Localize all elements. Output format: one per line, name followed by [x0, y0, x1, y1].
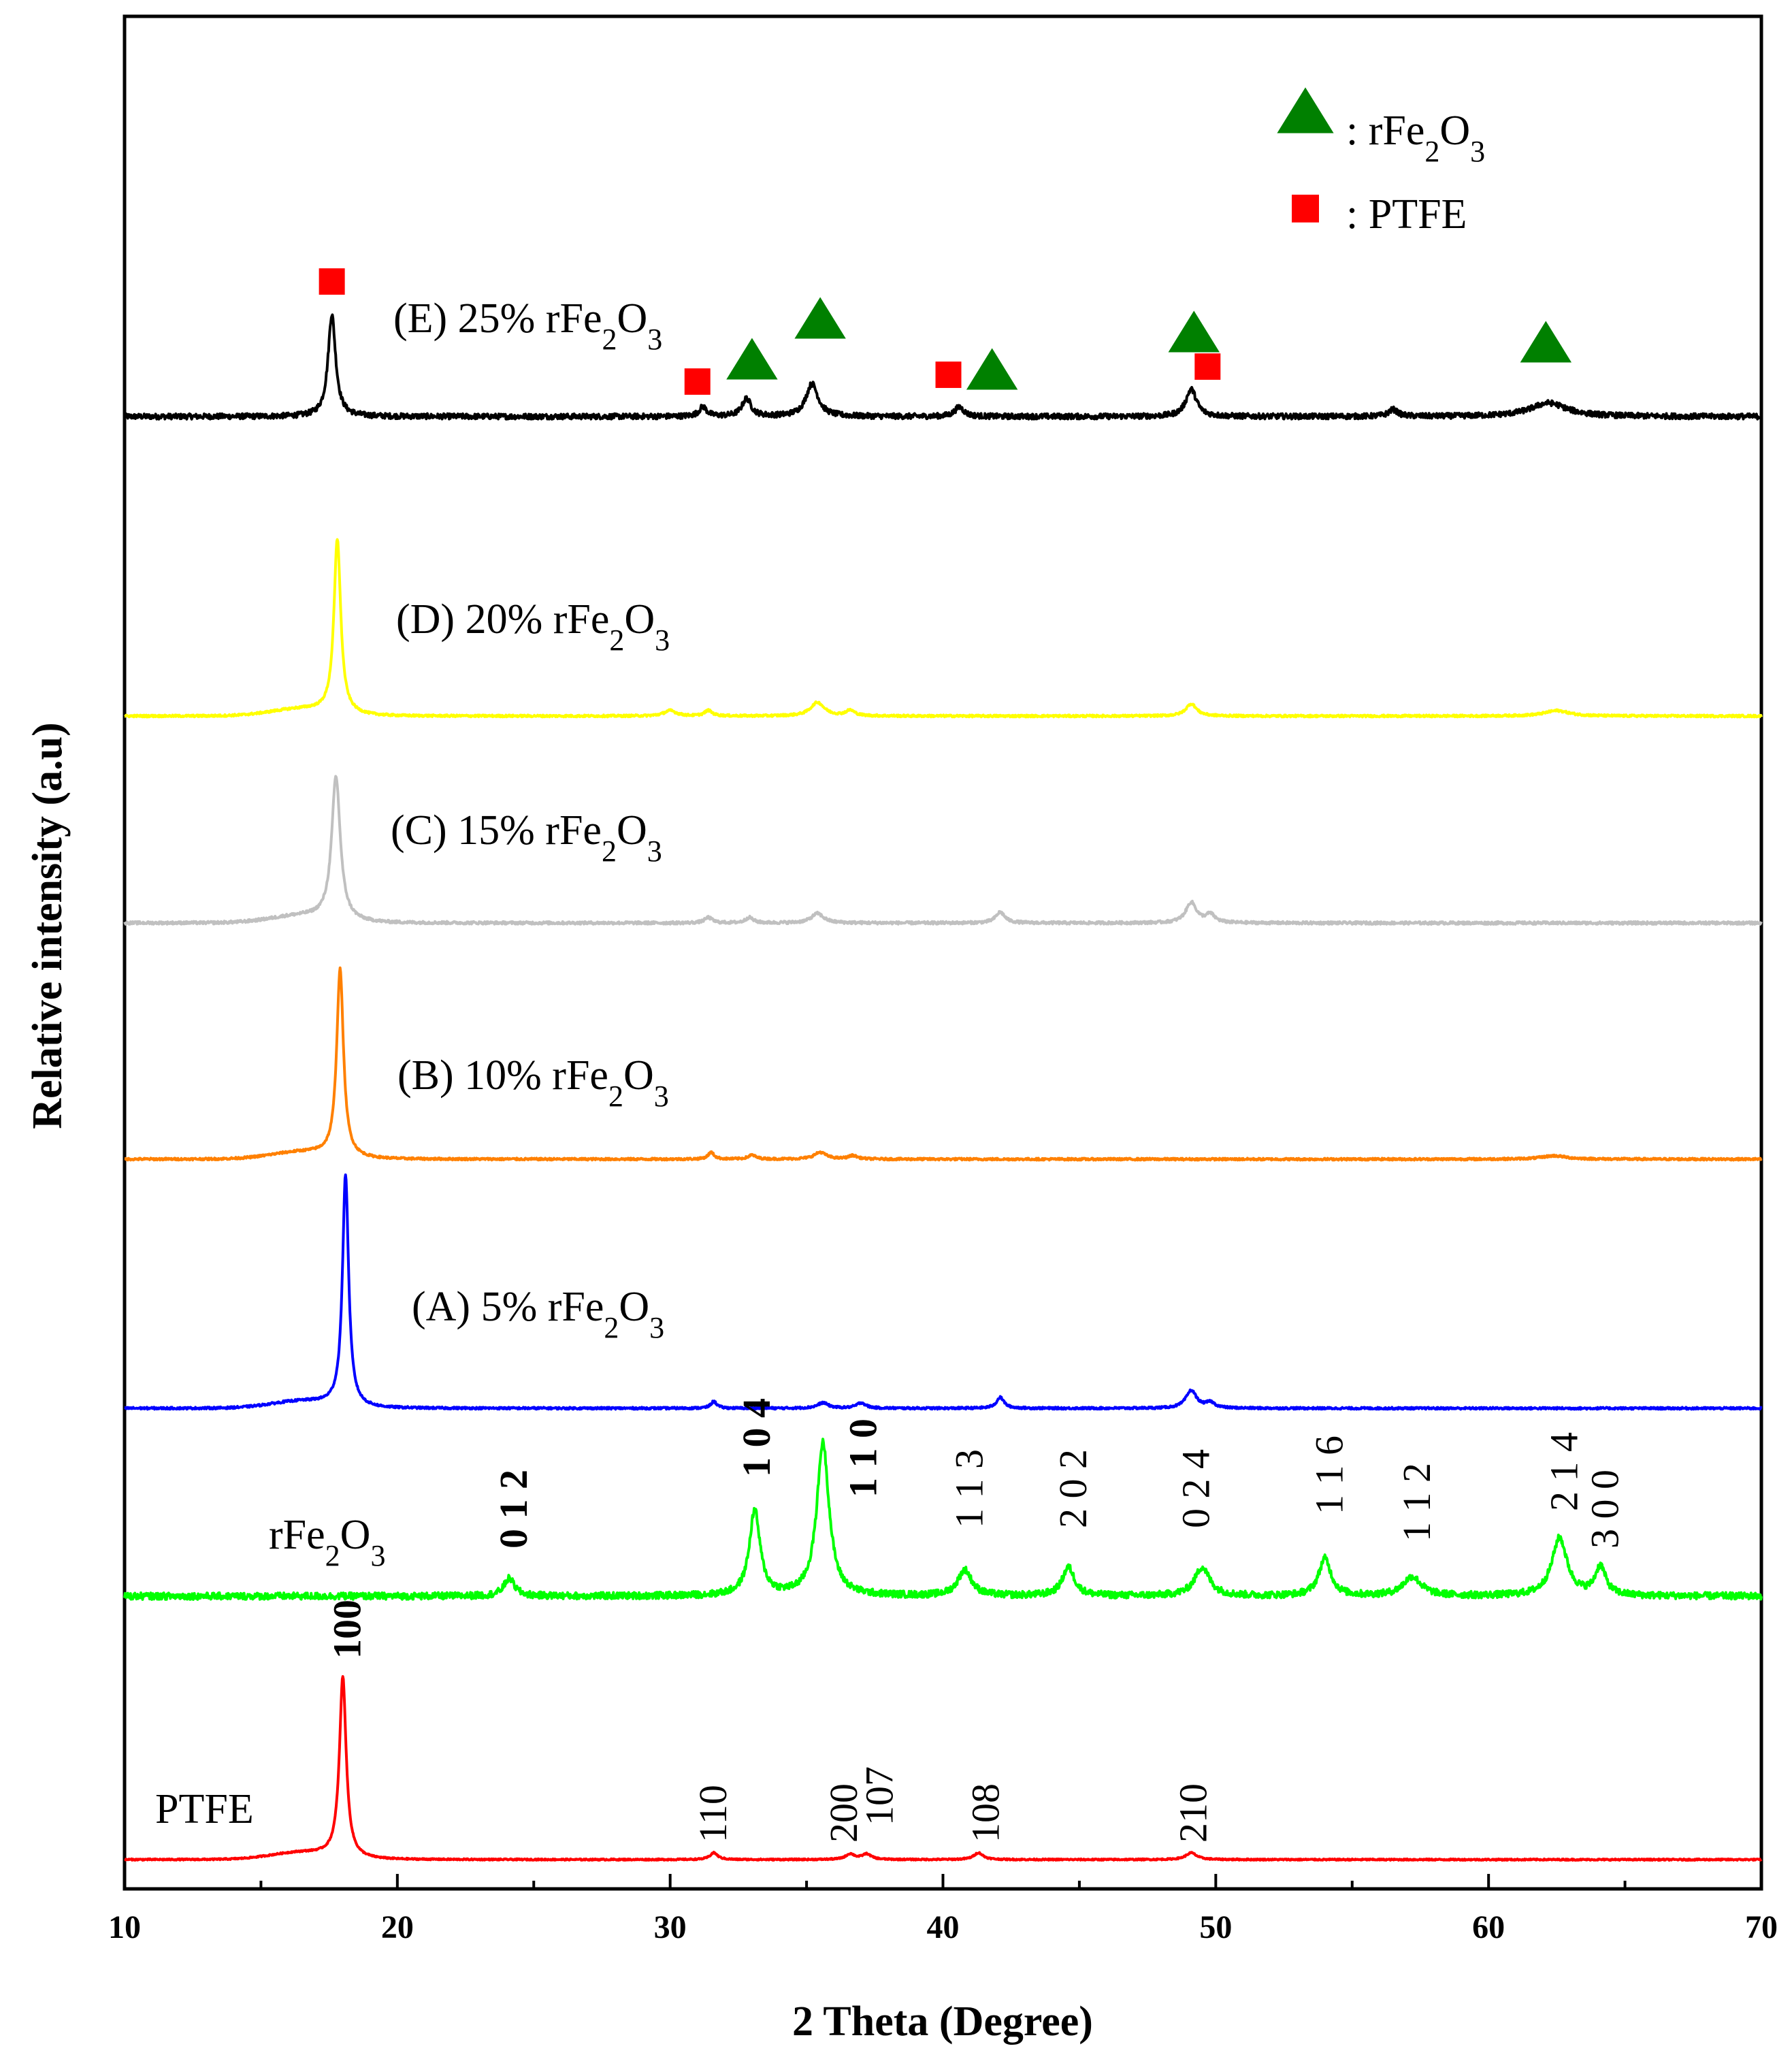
x-tick-label: 70	[1745, 1909, 1778, 1945]
annotation-layer: 0 1 2 1 0 4 1 1 0 1 1 3 2 0 2 0 2 4 1 1 6 1 1 2…	[319, 268, 1627, 1843]
marker-triangle-5	[966, 348, 1018, 390]
marker-triangle-8	[1520, 321, 1572, 363]
x-tick-label: 40	[927, 1909, 960, 1945]
series-D: (D) 20% rFe2O3	[123, 538, 1763, 719]
x-tick-label: 30	[654, 1909, 687, 1945]
hkl-label-rFe-5: 0 2 4	[1173, 1449, 1218, 1528]
marker-triangle-2	[726, 338, 778, 380]
legend-label-0: : rFe2O3	[1346, 108, 1485, 168]
hkl-label-rFe-0: 0 1 2	[491, 1470, 536, 1549]
series-label-B: (B) 10% rFe2O3	[397, 1052, 669, 1113]
hkl-label-PTFE-4: 108	[964, 1783, 1008, 1843]
hkl-label-PTFE-1: 110	[691, 1785, 735, 1843]
hkl-label-rFe-9: 3 0 0	[1583, 1470, 1627, 1549]
hkl-label-PTFE-0: 100	[325, 1600, 370, 1659]
x-axis-ticks: 10 20 30 40 50 60 70	[108, 1874, 1778, 1945]
legend-marker-0	[1277, 87, 1334, 133]
hkl-label-rFe-1: 1 0 4	[734, 1398, 779, 1477]
hkl-label-rFe-4: 2 0 2	[1051, 1449, 1095, 1528]
series-line-D	[123, 538, 1763, 719]
marker-square-4	[935, 361, 962, 388]
marker-square-1	[684, 368, 711, 395]
marker-square-0	[319, 268, 345, 295]
marker-triangle-3	[794, 297, 846, 339]
series-line-C	[123, 775, 1763, 926]
legend: : rFe2O3 : PTFE	[1277, 87, 1485, 238]
series-line-B	[123, 966, 1763, 1162]
hkl-label-rFe-3: 1 1 3	[947, 1449, 992, 1528]
x-tick-label: 20	[381, 1909, 414, 1945]
plot-area	[123, 14, 1763, 1891]
hkl-label-rFe-7: 1 1 2	[1395, 1463, 1439, 1542]
marker-square-7	[1194, 353, 1221, 380]
series-B: (B) 10% rFe2O3	[123, 966, 1763, 1162]
marker-triangle-6	[1168, 310, 1220, 353]
series-A: (A) 5% rFe2O3	[123, 1173, 1763, 1411]
x-tick-label: 50	[1199, 1909, 1232, 1945]
series-C: (C) 15% rFe2O3	[123, 775, 1763, 926]
series-label-C: (C) 15% rFe2O3	[391, 807, 662, 868]
series-line-E	[123, 313, 1763, 421]
series-line-rFe	[123, 1438, 1763, 1601]
series-label-PTFE: PTFE	[155, 1786, 254, 1832]
x-tick-label: 60	[1472, 1909, 1505, 1945]
hkl-label-PTFE-2: 200	[821, 1783, 866, 1843]
series-PTFE: PTFE	[123, 1675, 1763, 1862]
legend-label-1: : PTFE	[1346, 191, 1467, 238]
series-label-E: (E) 25% rFe2O3	[393, 295, 662, 356]
hkl-label-rFe-8: 2 1 4	[1542, 1432, 1586, 1511]
series-line-PTFE	[123, 1675, 1763, 1862]
hkl-label-PTFE-3: 107	[857, 1766, 901, 1826]
x-tick-label: 10	[108, 1909, 141, 1945]
y-axis-title: Relative intensity (a.u)	[25, 722, 71, 1129]
hkl-label-rFe-2: 1 1 0	[841, 1419, 885, 1497]
series-label-rFe: rFe2O3	[269, 1512, 385, 1572]
series-label-D: (D) 20% rFe2O3	[396, 596, 670, 657]
series-layer: (E) 25% rFe2O3 (D) 20% rFe2O3 (C) 15% rFe2…	[123, 295, 1763, 1862]
series-label-A: (A) 5% rFe2O3	[412, 1284, 664, 1344]
series-line-A	[123, 1173, 1763, 1411]
series-rFe: rFe2O3	[123, 1438, 1763, 1601]
hkl-label-PTFE-5: 210	[1171, 1783, 1215, 1843]
series-E: (E) 25% rFe2O3	[123, 295, 1763, 421]
legend-marker-1	[1292, 195, 1319, 223]
x-axis-title: 2 Theta (Degree)	[792, 1998, 1093, 2045]
hkl-label-rFe-6: 1 1 6	[1307, 1436, 1352, 1515]
